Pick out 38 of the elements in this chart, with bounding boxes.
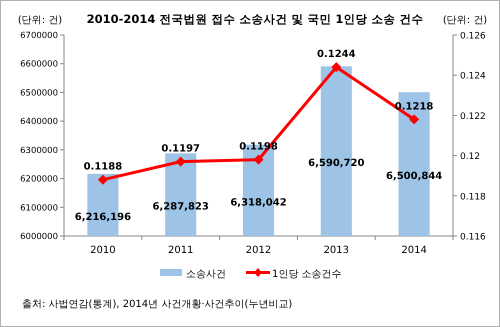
y-tick-label: 6000000 [20,232,58,242]
legend-label: 소송사건 [186,269,226,280]
data-label: 6,318,042 [230,197,287,208]
text: (단위: 건) [18,15,62,26]
y2-tick-label: 0.118 [460,192,486,202]
x-tick-label: 2010 [90,245,116,256]
y-tick-label: 6200000 [20,174,58,185]
legend-label: 1인당 소송건수 [272,269,342,280]
data-label: 6,287,823 [152,202,209,213]
y2-tick-label: 0.124 [460,72,486,82]
y-tick-label: 6100000 [20,203,58,214]
x-tick-label: 2011 [168,245,194,256]
point [176,156,186,167]
y-tick-label: 6700000 [20,31,58,41]
y2-tick-label: 0.126 [460,32,486,42]
data-label: 0.1197 [161,144,200,155]
data-label: 6,216,196 [74,212,132,223]
text: (단위: 건) [442,15,488,26]
y-tick-label: 6500000 [20,88,58,98]
y-tick-label: 6400000 [20,117,58,128]
y2-tick-label: 0.12 [460,152,480,162]
x-tick-label: 2014 [401,245,427,256]
data-label: 6,500,844 [386,171,442,182]
point [409,114,420,124]
point [254,154,264,165]
data-label: 0.1188 [84,162,122,173]
y2-tick-label: 0.116 [460,232,486,242]
point [331,62,342,72]
point [98,174,108,185]
x-tick-label: 2012 [246,245,272,256]
chart-title: 2010-2014 전국법원 접수 소송사건 및 국민 1인당 소송 건수 [86,12,424,26]
y-tick-label: 6300000 [20,146,58,156]
y-tick-label: 6600000 [20,60,58,70]
y2-tick-label: 0.122 [460,112,486,122]
source-note: 출처: 사법연감(통계), 2014년 사건개황·사건추이(누년비교) [22,299,292,310]
data-label: 6,590,720 [308,158,364,170]
x-tick-label: 2013 [324,245,350,256]
data-label: 0.1244 [317,49,356,60]
